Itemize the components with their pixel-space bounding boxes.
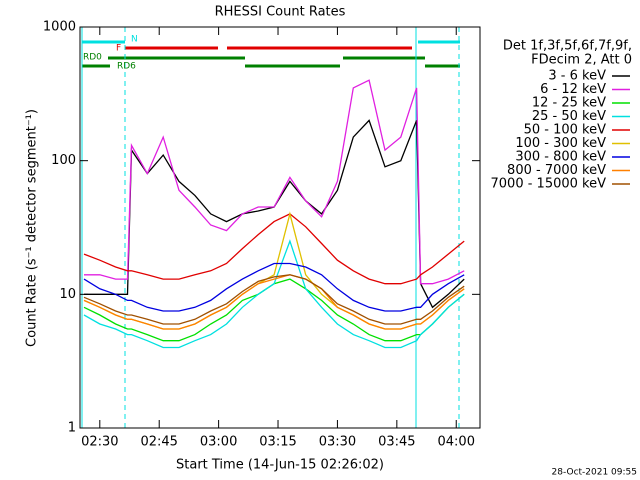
legend-label: 50 - 100 keV [524,123,607,138]
flag-label: RD0 [83,53,102,63]
y-tick-label: 1000 [43,20,76,35]
legend-label: 7000 - 15000 keV [491,177,607,192]
data-line [83,274,465,330]
legend-label: 300 - 800 keV [515,150,606,165]
x-tick-label: 03:15 [259,435,296,450]
axes-frame [79,26,481,429]
y-tick-label: 1 [68,421,76,436]
legend-label: 6 - 12 keV [540,82,606,97]
x-tick-label: 02:45 [140,435,177,450]
legend-label: 3 - 6 keV [548,69,606,84]
plot-area [83,79,465,349]
data-line [83,239,465,349]
footer: 28-Oct-2021 09:55 [552,468,637,478]
legend-title: Det 1f,3f,5f,6f,7f,9f, [503,39,632,54]
flag-label: F [116,44,121,54]
x-tick-label: 02:30 [81,435,118,450]
legend-label: 12 - 25 keV [532,96,606,111]
flag-label: N [131,35,138,45]
legend-label: 800 - 7000 keV [507,163,606,178]
x-tick-label: 04:00 [438,435,475,450]
y-tick-label: 100 [51,153,76,168]
flag-label: RD6 [117,62,136,72]
legend-title: FDecim 2, Att 0 [531,53,632,68]
x-tick-label: 03:30 [319,435,356,450]
data-line [83,262,465,312]
x-tick-label: 03:00 [200,435,237,450]
x-axis-label: Start Time (14-Jun-15 02:26:02) [176,458,384,473]
y-tick-label: 10 [59,287,76,302]
data-line [84,79,465,285]
legend-label: 25 - 50 keV [532,109,606,124]
x-tick-label: 03:45 [378,435,415,450]
y-axis-label: Count Rate (s⁻¹ detector segment⁻¹) [25,109,40,347]
legend-label: 100 - 300 keV [515,136,606,151]
data-line [83,213,465,285]
chart-title: RHESSI Count Rates [215,5,346,20]
data-line [83,274,465,325]
flag-bars [81,27,460,428]
